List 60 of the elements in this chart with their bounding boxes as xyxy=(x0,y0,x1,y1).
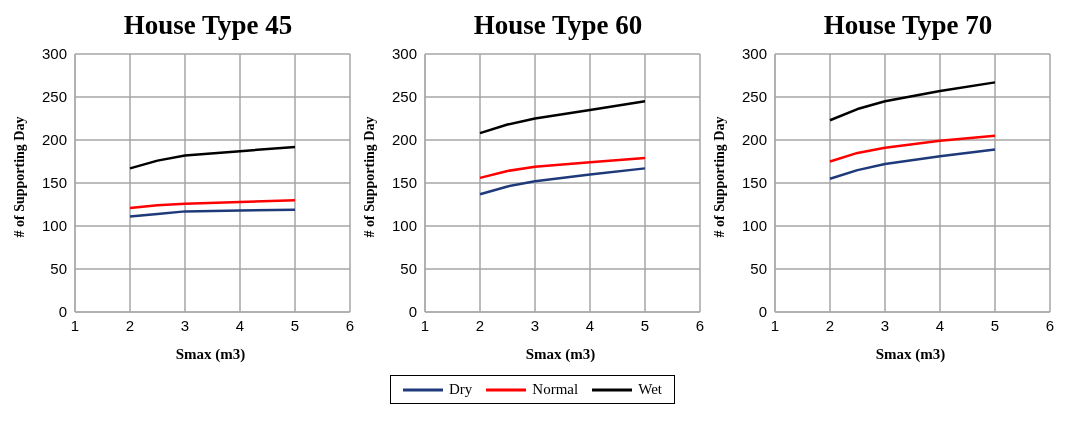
line-series xyxy=(128,208,297,218)
x-axis-title: Smax (m3) xyxy=(524,346,597,363)
legend-label: Dry xyxy=(448,381,473,398)
line-series xyxy=(478,167,647,196)
x-axis-title: Smax (m3) xyxy=(174,346,247,363)
line-series xyxy=(828,134,997,163)
y-tick-label: 250 xyxy=(41,88,67,106)
y-tick-label: 100 xyxy=(391,217,417,235)
y-tick-label: 50 xyxy=(50,260,67,278)
x-tick-label: 4 xyxy=(935,316,945,334)
x-tick-label: 1 xyxy=(70,316,80,334)
y-tick-label: 300 xyxy=(741,45,767,63)
x-tick-label: 1 xyxy=(770,316,780,334)
x-tick-label: 6 xyxy=(1045,316,1055,334)
y-tick-label: 50 xyxy=(750,260,767,278)
y-tick-label: 200 xyxy=(741,131,767,149)
x-tick-label: 5 xyxy=(640,316,650,334)
chart-title: House Type 45 xyxy=(122,9,294,42)
x-tick-label: 4 xyxy=(585,316,595,334)
x-tick-label: 5 xyxy=(290,316,300,334)
line-series xyxy=(478,156,647,180)
y-tick-label: 0 xyxy=(408,303,417,321)
chart-title: House Type 60 xyxy=(472,9,644,42)
line-series xyxy=(128,145,297,170)
line-series xyxy=(128,198,297,210)
y-tick-label: 50 xyxy=(400,260,417,278)
legend-label: Normal xyxy=(531,381,579,398)
x-tick-label: 2 xyxy=(825,316,835,334)
x-axis-title: Smax (m3) xyxy=(874,346,947,363)
y-tick-label: 0 xyxy=(58,303,67,321)
line-series xyxy=(478,100,647,135)
y-tick-label: 250 xyxy=(391,88,417,106)
line-series xyxy=(828,81,997,122)
y-tick-label: 0 xyxy=(758,303,767,321)
x-tick-label: 4 xyxy=(235,316,245,334)
y-axis-title: # of Supporting Day xyxy=(362,116,378,238)
y-tick-label: 150 xyxy=(41,174,67,192)
x-tick-label: 6 xyxy=(695,316,705,334)
y-axis-title: # of Supporting Day xyxy=(12,116,28,238)
x-tick-label: 2 xyxy=(125,316,135,334)
y-tick-label: 200 xyxy=(41,131,67,149)
x-tick-label: 5 xyxy=(990,316,1000,334)
x-tick-label: 1 xyxy=(420,316,430,334)
y-tick-label: 100 xyxy=(41,217,67,235)
legend-label: Wet xyxy=(637,381,662,398)
y-tick-label: 250 xyxy=(741,88,767,106)
x-tick-label: 3 xyxy=(530,316,540,334)
y-tick-label: 300 xyxy=(41,45,67,63)
line-series xyxy=(828,148,997,180)
x-tick-label: 2 xyxy=(475,316,485,334)
chart-title: House Type 70 xyxy=(822,9,994,42)
y-axis-title: # of Supporting Day xyxy=(712,116,728,238)
y-tick-label: 150 xyxy=(741,174,767,192)
y-tick-label: 300 xyxy=(391,45,417,63)
y-tick-label: 100 xyxy=(741,217,767,235)
x-tick-label: 3 xyxy=(180,316,190,334)
x-tick-label: 6 xyxy=(345,316,355,334)
y-tick-label: 150 xyxy=(391,174,417,192)
y-tick-label: 200 xyxy=(391,131,417,149)
x-tick-label: 3 xyxy=(880,316,890,334)
